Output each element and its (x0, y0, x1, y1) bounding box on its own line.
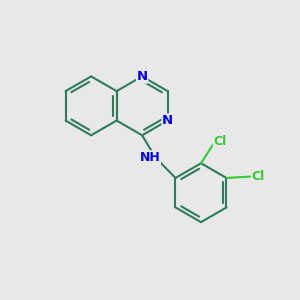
Text: Cl: Cl (251, 170, 265, 183)
Text: N: N (162, 114, 173, 127)
Text: NH: NH (140, 151, 160, 164)
Text: N: N (136, 70, 148, 83)
Text: Cl: Cl (214, 135, 227, 148)
